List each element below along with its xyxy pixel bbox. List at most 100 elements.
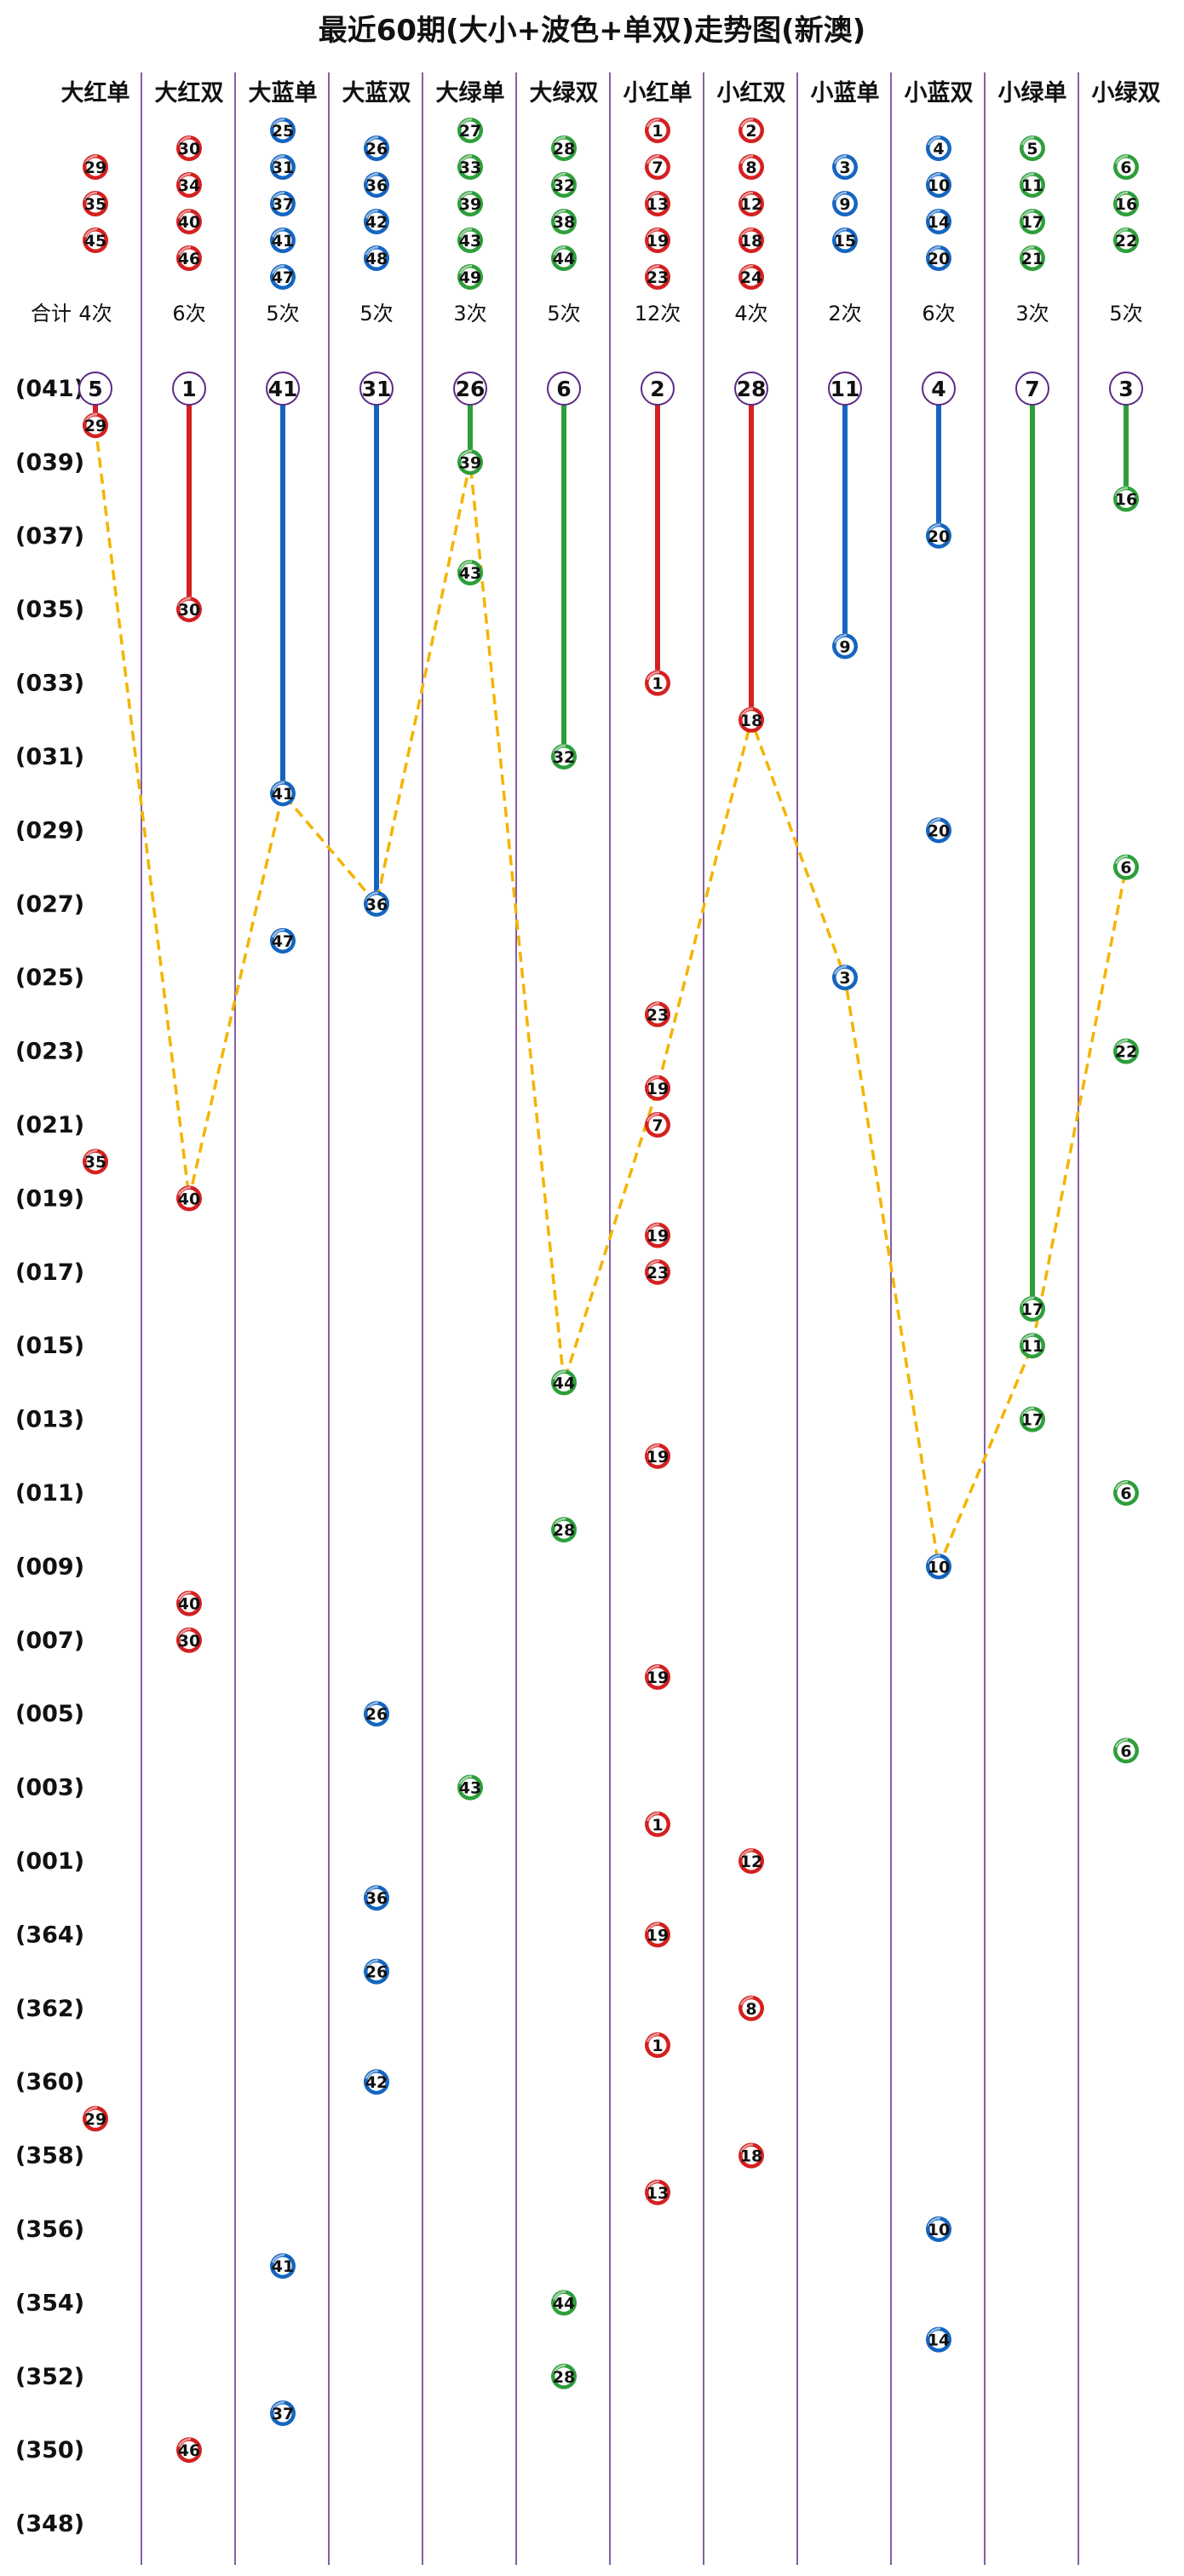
draw-ball: 3	[832, 965, 858, 991]
ball-shine	[177, 2437, 192, 2447]
ball-shine	[646, 2180, 660, 2190]
ball-shine	[365, 891, 379, 902]
ball-shine	[1114, 855, 1129, 865]
group-ball: 28	[551, 135, 577, 161]
draw-ball: 22	[1113, 1038, 1139, 1064]
ball-shine	[927, 523, 941, 533]
ball-face	[86, 416, 105, 435]
ball-number: 45	[84, 232, 106, 251]
group-ball: 46	[176, 245, 202, 271]
ball-face	[461, 231, 480, 250]
group-ball: 32	[551, 172, 577, 198]
row-label: (009)	[15, 1553, 84, 1580]
miss-circle-ring	[266, 372, 300, 406]
draw-ball: 6	[1113, 854, 1139, 880]
column-header: 大蓝双	[342, 80, 411, 107]
ball-number: 49	[459, 268, 481, 287]
row-label: (035)	[15, 596, 84, 623]
draw-ball: 6	[1113, 1480, 1139, 1506]
draw-ball: 11	[1020, 1333, 1045, 1359]
ball-shine	[83, 191, 98, 201]
ball-face	[836, 637, 854, 655]
ball-shine	[927, 2327, 941, 2337]
ball-face	[555, 747, 573, 766]
miss-circle: 1	[172, 372, 206, 406]
ball-shine	[458, 264, 473, 274]
ball-number: 22	[1115, 1043, 1137, 1062]
ball-shine	[833, 965, 848, 975]
ball-face	[1117, 858, 1135, 877]
ball-number: 3	[839, 158, 850, 177]
ball-shine	[552, 1370, 566, 1380]
ball-face	[929, 821, 948, 839]
ball-face	[742, 711, 761, 729]
chart-title: 最近60期(大小+波色+单双)走势图(新澳)	[319, 14, 865, 48]
ball-face	[742, 1852, 761, 1870]
draw-ball: 37	[270, 2400, 296, 2426]
group-ball: 33	[457, 154, 483, 180]
ball-number: 13	[647, 2184, 669, 2203]
ball-face	[1117, 158, 1135, 176]
ball-shine	[458, 118, 473, 128]
ball-shine	[552, 209, 566, 219]
ball-shine	[927, 209, 941, 219]
ball-face	[929, 2331, 948, 2349]
row-label: (017)	[15, 1259, 84, 1286]
ball-shine	[646, 1075, 660, 1086]
ball-number: 3	[839, 969, 850, 988]
ball-face	[648, 2183, 667, 2202]
draw-ball: 1	[645, 2032, 670, 2058]
ball-number: 11	[1021, 176, 1043, 195]
ball-face	[367, 2072, 386, 2091]
ball-shine	[271, 118, 285, 128]
ball-number: 47	[272, 932, 294, 951]
ball-face	[1023, 176, 1042, 194]
ball-number: 13	[647, 195, 669, 214]
ball-shine	[646, 2032, 660, 2043]
miss-circle-number: 3	[1118, 377, 1133, 401]
row-label: (021)	[15, 1112, 84, 1138]
ball-number: 6	[1120, 1742, 1131, 1761]
ball-shine	[458, 450, 473, 459]
ball-face	[555, 1520, 573, 1539]
draw-ball: 6	[1113, 1738, 1139, 1764]
ball-shine	[365, 172, 379, 182]
draw-ball: 41	[270, 781, 296, 807]
miss-circle-ring	[359, 372, 394, 406]
draw-ball: 43	[457, 1774, 483, 1801]
ball-shine	[83, 154, 98, 164]
ball-number: 19	[647, 1668, 669, 1687]
group-ball: 48	[364, 245, 389, 271]
ball-face	[648, 268, 667, 286]
miss-lines	[93, 405, 1129, 1296]
ball-shine	[1114, 1480, 1129, 1490]
ball-face	[86, 158, 105, 176]
ball-face	[648, 121, 667, 140]
ball-number: 17	[1021, 213, 1043, 232]
column-count: 12次	[635, 302, 681, 326]
ball-shine	[646, 1922, 660, 1932]
ball-number: 17	[1021, 1300, 1043, 1319]
miss-circle-ring	[547, 372, 581, 406]
ball-face	[86, 194, 105, 213]
draw-ball: 17	[1020, 1296, 1045, 1322]
ball-shine	[552, 1517, 566, 1527]
ball-face	[461, 563, 480, 582]
miss-circle-number: 28	[737, 377, 767, 401]
ball-shine	[1114, 487, 1129, 497]
ball-face	[367, 249, 386, 268]
miss-circle-number: 7	[1025, 377, 1039, 401]
ball-number: 6	[1120, 1484, 1131, 1503]
ball-number: 12	[740, 195, 762, 214]
ball-shine	[552, 2291, 566, 2300]
ball-shine	[177, 596, 192, 607]
ball-number: 26	[365, 140, 388, 158]
draw-ball: 41	[270, 2253, 296, 2279]
group-ball: 23	[645, 264, 670, 290]
group-ball: 47	[270, 264, 296, 290]
ball-face	[180, 139, 198, 158]
ball-number: 41	[272, 785, 294, 804]
miss-circle: 26	[453, 372, 487, 406]
ball-shine	[739, 1848, 754, 1859]
